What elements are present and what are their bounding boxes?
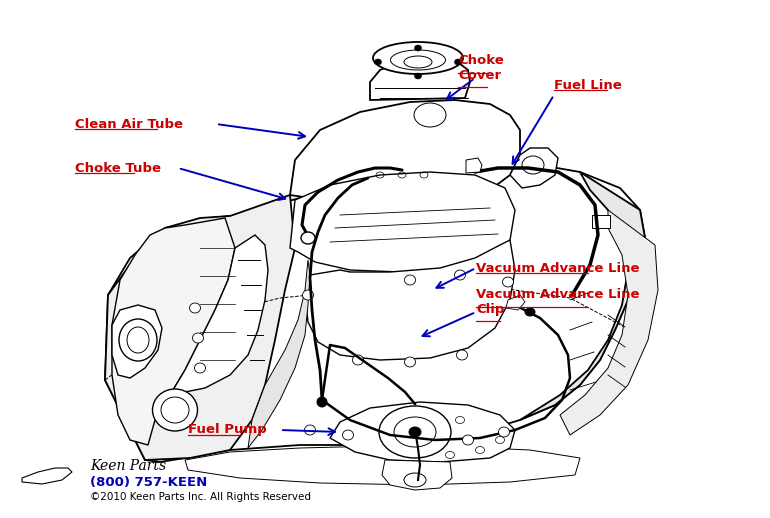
Text: Choke
Cover: Choke Cover [458,54,504,82]
Ellipse shape [457,350,467,360]
Text: Clean Air Tube: Clean Air Tube [75,118,183,131]
Ellipse shape [456,416,464,424]
Ellipse shape [503,277,514,287]
Ellipse shape [195,363,206,373]
Polygon shape [170,235,268,395]
Ellipse shape [379,406,451,458]
Ellipse shape [192,333,203,343]
Ellipse shape [189,303,200,313]
Polygon shape [466,158,482,173]
Text: Keen Parts: Keen Parts [90,459,166,473]
Polygon shape [290,100,520,205]
Polygon shape [248,260,310,448]
Polygon shape [592,215,610,228]
Ellipse shape [496,437,504,443]
Ellipse shape [463,435,474,445]
Polygon shape [185,446,580,485]
Polygon shape [290,172,515,272]
Ellipse shape [476,447,484,453]
Polygon shape [382,460,452,490]
Polygon shape [506,295,525,310]
Ellipse shape [525,308,535,316]
Polygon shape [520,172,645,420]
Ellipse shape [119,319,157,361]
Ellipse shape [446,452,454,458]
Ellipse shape [301,232,315,244]
Polygon shape [305,240,515,360]
Text: Choke Tube: Choke Tube [75,162,161,175]
Text: Fuel Pump: Fuel Pump [188,424,266,437]
Ellipse shape [414,45,421,51]
Ellipse shape [414,73,421,79]
Ellipse shape [374,59,381,65]
Text: Vacuum Advance Line
Clip: Vacuum Advance Line Clip [476,288,640,316]
Polygon shape [112,305,162,378]
Polygon shape [510,148,558,188]
Text: Vacuum Advance Line: Vacuum Advance Line [476,262,640,275]
Ellipse shape [304,425,316,435]
Ellipse shape [404,357,416,367]
Polygon shape [105,195,295,460]
Polygon shape [370,58,470,100]
Polygon shape [112,218,235,445]
Ellipse shape [303,290,313,300]
Ellipse shape [498,427,510,437]
Polygon shape [22,468,72,484]
Polygon shape [330,402,515,462]
Ellipse shape [353,355,363,365]
Ellipse shape [404,275,416,285]
Polygon shape [560,210,658,435]
Ellipse shape [454,270,466,280]
Text: (800) 757-KEEN: (800) 757-KEEN [90,476,207,489]
Ellipse shape [343,430,353,440]
Polygon shape [105,162,645,462]
Text: ©2010 Keen Parts Inc. All Rights Reserved: ©2010 Keen Parts Inc. All Rights Reserve… [90,492,311,502]
Ellipse shape [373,42,463,74]
Ellipse shape [409,427,421,437]
Ellipse shape [317,397,327,407]
Ellipse shape [152,389,197,431]
Text: Fuel Line: Fuel Line [554,79,621,92]
Ellipse shape [454,59,461,65]
